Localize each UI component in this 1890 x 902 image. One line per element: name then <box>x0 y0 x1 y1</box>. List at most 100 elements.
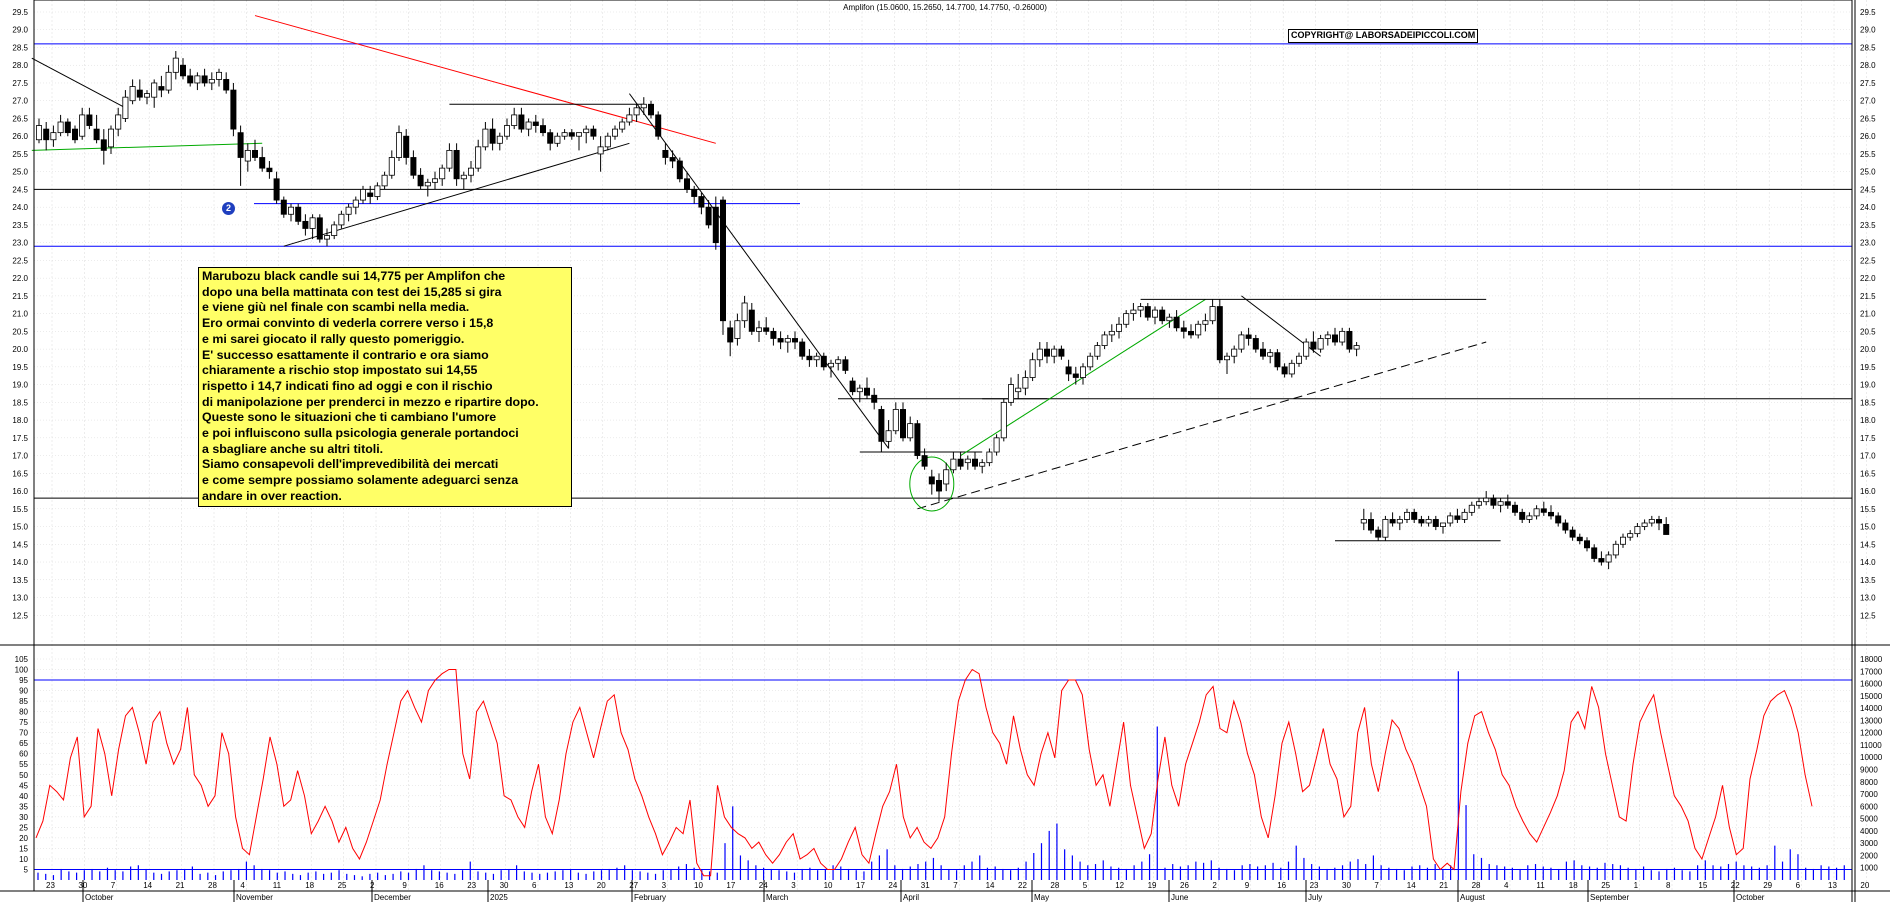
candle-body <box>237 132 244 158</box>
candle-body <box>1368 519 1375 531</box>
month-tick: November <box>236 893 273 902</box>
candle-body <box>1663 524 1670 535</box>
day-tick: 23 <box>46 881 55 890</box>
candle-body <box>122 96 129 119</box>
day-tick: 23 <box>1310 881 1319 890</box>
candle-body <box>1274 352 1281 368</box>
volume-tick: 2000 <box>1860 851 1878 860</box>
volume-tick: 13000 <box>1860 716 1883 725</box>
candle-body <box>1612 543 1619 556</box>
candle-body <box>525 121 532 130</box>
candle-body <box>1533 508 1540 517</box>
candle-body <box>921 455 928 467</box>
price-tick-right: 19.0 <box>1860 381 1876 390</box>
candle-body <box>1404 511 1411 520</box>
day-tick: 27 <box>629 881 638 890</box>
candle-body <box>165 71 172 91</box>
candle-body <box>295 206 302 222</box>
candle-body <box>1411 511 1418 520</box>
candle-body <box>993 437 1000 453</box>
price-tick-left: 27.0 <box>12 97 28 106</box>
candle-body <box>367 192 374 197</box>
candle-body <box>576 132 583 137</box>
candle-body <box>950 458 957 471</box>
price-tick-right: 13.5 <box>1860 576 1876 585</box>
candle-body <box>1627 533 1634 538</box>
candle-body <box>1195 323 1202 336</box>
price-tick-right: 20.0 <box>1860 345 1876 354</box>
candle-body <box>1656 519 1663 524</box>
volume-tick: 5000 <box>1860 815 1878 824</box>
day-tick: 17 <box>856 881 865 890</box>
volume-tick: 17000 <box>1860 667 1883 676</box>
candle-body <box>1576 536 1583 542</box>
candle-body <box>900 409 907 439</box>
day-tick: 16 <box>1277 881 1286 890</box>
candle-body <box>1044 348 1051 357</box>
candle-body <box>820 355 827 368</box>
candle-body <box>467 167 474 176</box>
price-tick-right: 28.0 <box>1860 61 1876 70</box>
day-tick: 14 <box>1407 881 1416 890</box>
candle-body <box>86 114 93 126</box>
candle-body <box>460 174 467 180</box>
oscillator-tick: 65 <box>19 739 28 748</box>
price-tick-left: 21.0 <box>12 310 28 319</box>
month-tick: 2025 <box>490 893 508 902</box>
axis-ticks: 12.5 12.5 13.0 13.0 13.5 13.5 14.0 14.0 14.5 14.5… <box>12 8 1883 902</box>
candle-body <box>208 79 215 84</box>
candle-body <box>914 423 921 456</box>
trendline <box>283 142 630 247</box>
candle-body <box>568 132 575 137</box>
candle-body <box>1317 338 1324 350</box>
candle-body <box>1519 511 1526 520</box>
candle-body <box>1418 519 1425 524</box>
candle-body <box>244 149 251 162</box>
candle-body <box>518 114 525 130</box>
candle-body <box>856 387 863 393</box>
day-tick: 26 <box>1180 881 1189 890</box>
volume-tick: 6000 <box>1860 802 1878 811</box>
candle-body <box>1252 338 1259 350</box>
candle-body <box>1310 341 1317 350</box>
candle-body <box>907 423 914 439</box>
volume-tick: 9000 <box>1860 766 1878 775</box>
candle-body <box>79 114 86 137</box>
candle-body <box>705 206 712 226</box>
candle-body <box>1396 519 1403 524</box>
price-tick-right: 17.5 <box>1860 434 1876 443</box>
candle-body <box>1540 508 1547 513</box>
candle-body <box>503 125 510 137</box>
price-tick-right: 14.0 <box>1860 558 1876 567</box>
price-tick-left: 28.5 <box>12 43 28 52</box>
annotation-line: E' successo esattamente il contrario e o… <box>202 347 489 362</box>
candle-body <box>424 181 431 187</box>
price-tick-right: 18.0 <box>1860 416 1876 425</box>
oscillator-tick: 105 <box>15 655 29 664</box>
candlesticks <box>36 51 1670 570</box>
day-tick: 22 <box>1018 881 1027 890</box>
volume-tick: 18000 <box>1860 655 1883 664</box>
day-tick: 5 <box>1083 881 1088 890</box>
candle-body <box>1130 309 1137 315</box>
candle-body <box>1497 501 1504 506</box>
candle-body <box>1375 529 1382 538</box>
price-tick-right: 21.0 <box>1860 310 1876 319</box>
oscillator-tick: 55 <box>19 760 28 769</box>
oscillator-tick: 20 <box>19 834 28 843</box>
price-tick-left: 22.5 <box>12 256 28 265</box>
oscillator-tick: 5 <box>24 865 29 874</box>
month-tick: December <box>374 893 411 902</box>
candle-body <box>143 93 150 98</box>
day-tick: 18 <box>1569 881 1578 890</box>
price-tick-left: 29.5 <box>12 8 28 17</box>
candle-body <box>1065 366 1072 375</box>
candle-body <box>784 338 791 343</box>
candle-body <box>251 149 258 158</box>
price-tick-left: 25.5 <box>12 150 28 159</box>
pattern-marker: 2 <box>222 202 235 215</box>
day-tick: 28 <box>208 881 217 890</box>
price-tick-left: 24.0 <box>12 203 28 212</box>
month-tick: March <box>766 893 788 902</box>
day-tick: 25 <box>1601 881 1610 890</box>
